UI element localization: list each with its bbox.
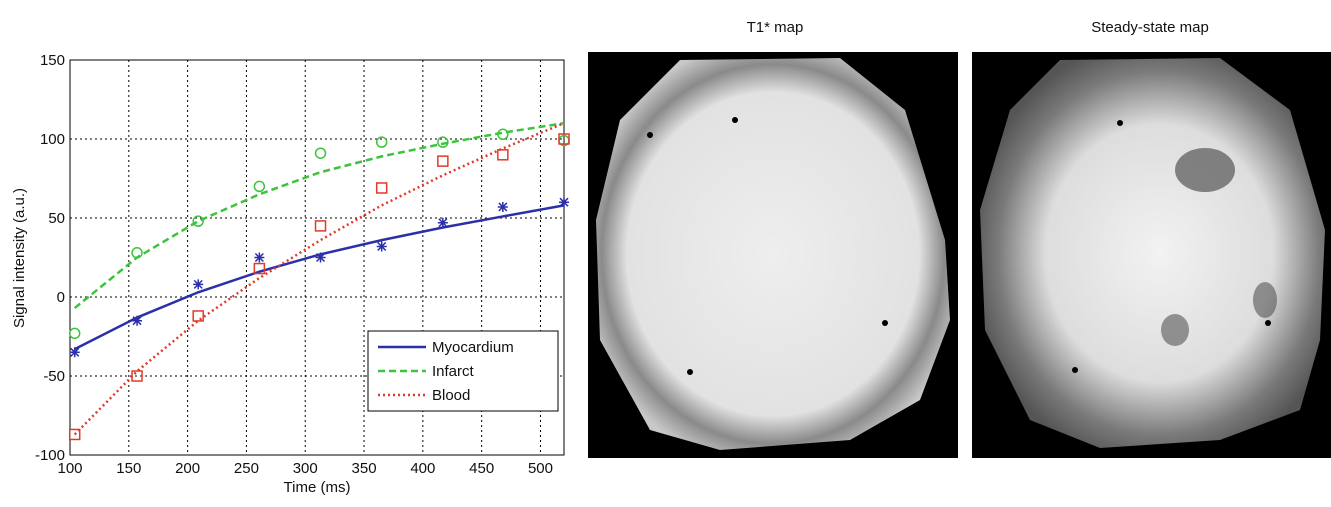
- x-tick-label: 500: [528, 460, 553, 477]
- data-point: [376, 241, 387, 252]
- x-tick-label: 100: [57, 460, 82, 477]
- y-tick-label: 150: [40, 52, 65, 69]
- x-tick-label: 250: [234, 460, 259, 477]
- legend-label: Myocardium: [432, 339, 514, 356]
- data-point: [437, 136, 449, 148]
- data-point: [314, 220, 327, 232]
- fit-line: [73, 121, 565, 310]
- data-point: [68, 327, 81, 340]
- y-axis-label: Signal intensity (a.u.): [11, 188, 28, 328]
- data-point: [437, 155, 449, 167]
- x-tick-label: 300: [293, 460, 318, 477]
- data-point: [192, 310, 204, 322]
- data-point: [68, 428, 81, 441]
- data-point: [254, 252, 265, 263]
- legend: Myocardium Infarct Blood: [367, 330, 559, 412]
- data-point: [375, 182, 388, 194]
- x-axis-label: Time (ms): [284, 479, 351, 496]
- x-tick-label: 200: [175, 460, 200, 477]
- x-tick-label: 400: [410, 460, 435, 477]
- x-tick-label: 150: [116, 460, 141, 477]
- y-tick-label: 0: [57, 289, 65, 306]
- data-point: [558, 133, 570, 145]
- legend-label: Blood: [432, 387, 470, 404]
- fit-line: [73, 122, 565, 436]
- panel-title: Steady-state map: [1091, 19, 1209, 36]
- data-point: [253, 262, 266, 275]
- data-point: [497, 201, 508, 212]
- data-point: [253, 180, 266, 193]
- legend-label: Infarct: [432, 363, 475, 380]
- data-point: [497, 128, 509, 141]
- y-tick-label: -50: [43, 368, 65, 385]
- x-tick-label: 450: [469, 460, 494, 477]
- data-point: [497, 149, 509, 161]
- data-point: [437, 217, 448, 228]
- data-point: [315, 252, 326, 263]
- panel-title: T1* map: [747, 19, 804, 36]
- y-tick-label: 50: [48, 210, 65, 227]
- data-point: [131, 247, 143, 259]
- legend-box: [367, 330, 559, 412]
- data-point: [131, 370, 143, 382]
- t1-map-image: [588, 52, 958, 458]
- data-point: [375, 136, 388, 148]
- data-point: [192, 215, 204, 227]
- steady-state-map-image: [972, 52, 1331, 458]
- data-point: [132, 315, 143, 326]
- data-point: [314, 147, 327, 159]
- y-tick-label: 100: [40, 131, 65, 148]
- data-point: [69, 347, 80, 358]
- data-point: [559, 197, 569, 208]
- x-tick-label: 350: [352, 460, 377, 477]
- data-point: [193, 279, 204, 290]
- y-tick-label: -100: [35, 447, 65, 464]
